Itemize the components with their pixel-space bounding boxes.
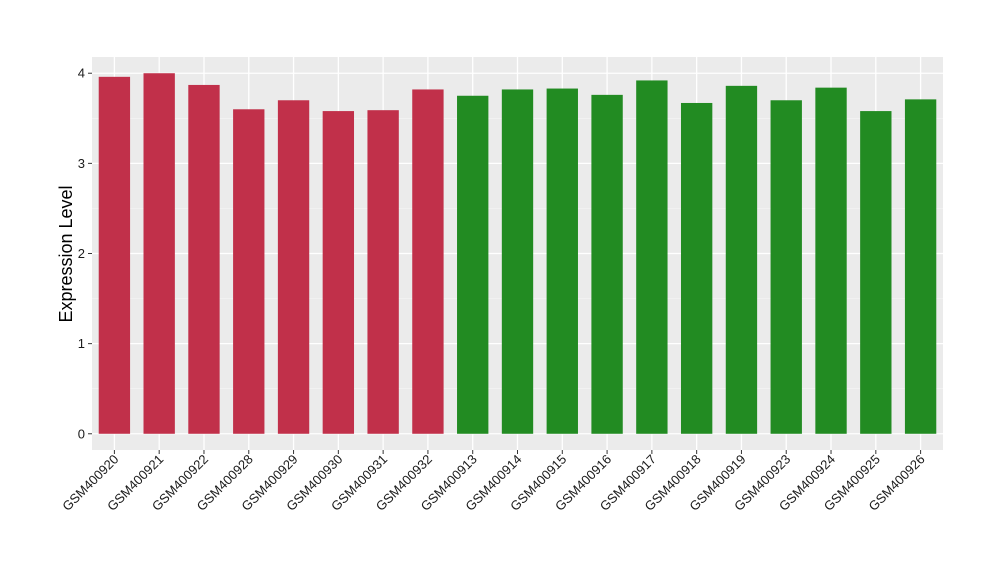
bar-GSM400915: [546, 88, 578, 434]
y-axis: 0 1 2 3 4: [78, 66, 92, 441]
bar-GSM400924: [815, 87, 847, 434]
bar-GSM400923: [770, 100, 802, 434]
y-tick-label: 2: [78, 246, 85, 261]
bar-GSM400917: [636, 80, 668, 434]
bar-GSM400931: [367, 110, 399, 434]
bar-GSM400930: [322, 111, 355, 434]
bar-GSM400928: [233, 109, 265, 434]
bar-GSM400916: [591, 94, 623, 434]
bar-GSM400913: [457, 95, 489, 434]
y-axis-title: Expression Level: [56, 185, 76, 322]
bar-GSM400918: [680, 102, 713, 434]
bar-GSM400925: [860, 111, 892, 434]
y-tick-label: 4: [78, 66, 85, 81]
y-tick-label: 1: [78, 336, 85, 351]
bar-GSM400921: [143, 73, 175, 434]
bar-GSM400929: [277, 100, 310, 434]
y-tick-label: 3: [78, 156, 85, 171]
bar-GSM400926: [904, 99, 937, 434]
y-tick-label: 0: [78, 426, 85, 441]
bar-GSM400914: [501, 89, 534, 434]
bar-GSM400920: [98, 76, 131, 434]
bar-GSM400932: [412, 89, 444, 434]
bar-GSM400922: [188, 84, 220, 434]
bars: [98, 73, 937, 434]
x-axis: GSM400920GSM400921GSM400922GSM400928GSM4…: [59, 450, 928, 514]
bar-GSM400919: [725, 85, 758, 434]
